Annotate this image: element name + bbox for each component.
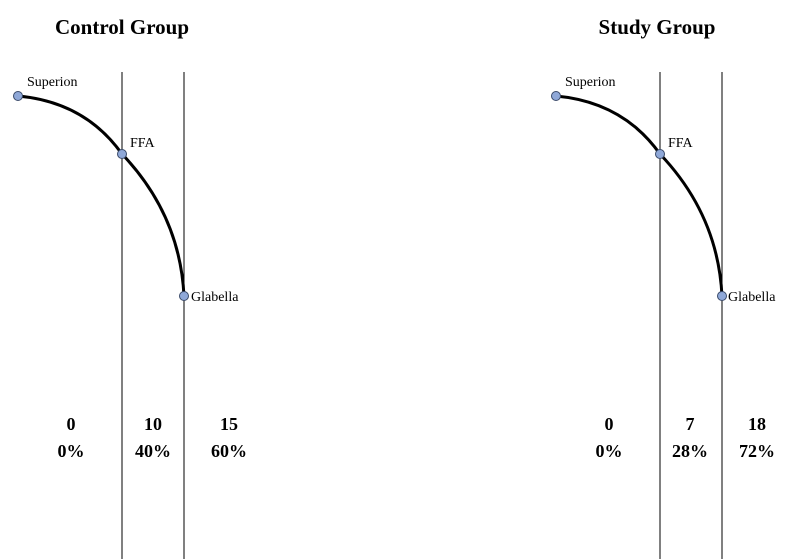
zone-count-control-2: 10	[144, 414, 162, 434]
ffa-marker-study	[655, 149, 665, 159]
zone-count-study-2: 7	[686, 414, 695, 434]
superion-label-control: Superion	[27, 75, 78, 90]
zone-percent-control-2: 40%	[135, 441, 171, 461]
zone-count-study-1: 0	[605, 414, 614, 434]
glabella-marker-control	[179, 291, 189, 301]
superion-marker-control	[13, 91, 23, 101]
glabella-marker-study	[717, 291, 727, 301]
zone-percent-study-1: 0%	[596, 441, 623, 461]
ffa-label-study: FFA	[668, 136, 694, 151]
zone-percent-study-3: 72%	[739, 441, 775, 461]
forehead-profile-curve-study	[555, 94, 724, 297]
panel-title-control: Control Group	[55, 15, 189, 39]
zone-percent-study-2: 28%	[672, 441, 708, 461]
panel-control-group: Control Group Superion FFA Glabella 0 0%…	[13, 15, 247, 559]
superion-label-study: Superion	[565, 75, 616, 90]
zone-count-control-3: 15	[220, 414, 238, 434]
ffa-marker-control	[117, 149, 127, 159]
zone-count-control-1: 0	[67, 414, 76, 434]
zone-percent-control-1: 0%	[58, 441, 85, 461]
panel-study-group: Study Group Superion FFA Glabella 0 0% 7…	[551, 15, 776, 559]
ffa-label-control: FFA	[130, 136, 156, 151]
zone-percent-control-3: 60%	[211, 441, 247, 461]
superion-marker-study	[551, 91, 561, 101]
glabella-label-study: Glabella	[728, 290, 776, 305]
panel-title-study: Study Group	[599, 15, 716, 39]
zone-count-study-3: 18	[748, 414, 766, 434]
forehead-profile-curve-control	[17, 94, 186, 297]
glabella-label-control: Glabella	[191, 290, 239, 305]
